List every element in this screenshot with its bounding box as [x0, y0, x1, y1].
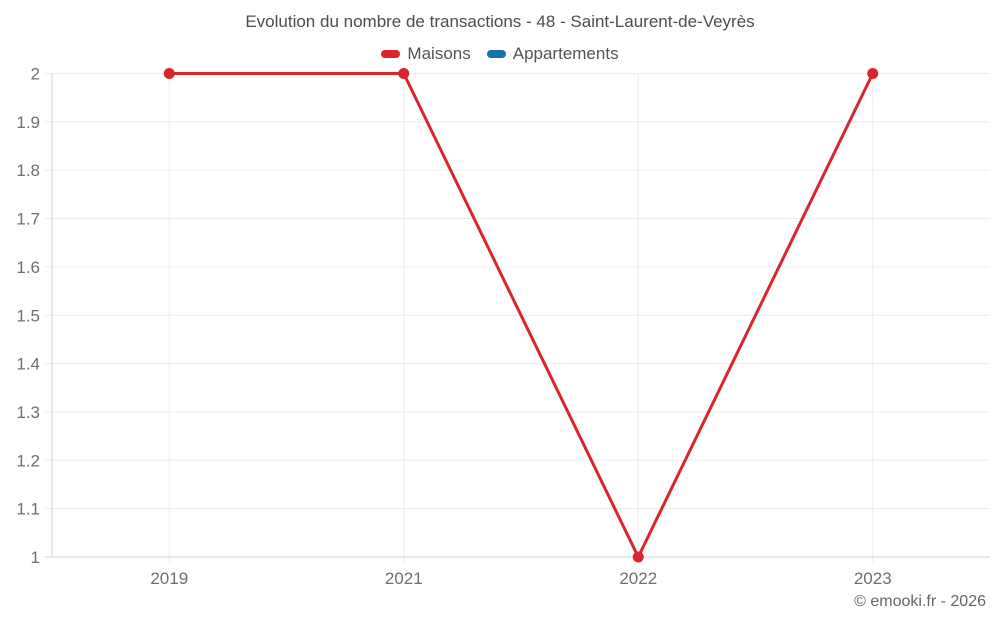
legend-label-maisons: Maisons	[407, 44, 471, 63]
svg-text:1.3: 1.3	[16, 403, 40, 422]
appartements-swatch-icon	[486, 50, 506, 58]
svg-text:1.2: 1.2	[16, 451, 40, 470]
svg-text:1.4: 1.4	[16, 355, 40, 374]
legend-item-appartements[interactable]: Appartements	[486, 44, 619, 64]
svg-text:2022: 2022	[619, 569, 657, 588]
svg-text:2019: 2019	[150, 569, 188, 588]
chart-title: Evolution du nombre de transactions - 48…	[245, 12, 755, 31]
legend-label-appartements: Appartements	[512, 44, 619, 63]
svg-text:1: 1	[31, 548, 40, 567]
svg-text:2023: 2023	[854, 569, 892, 588]
svg-text:1.9: 1.9	[16, 113, 40, 132]
legend: Maisons Appartements	[0, 44, 1000, 64]
svg-text:2: 2	[31, 65, 40, 84]
copyright: © emooki.fr - 2026	[854, 593, 986, 610]
svg-text:1.6: 1.6	[16, 258, 40, 277]
svg-text:1.5: 1.5	[16, 306, 40, 325]
svg-text:1.1: 1.1	[16, 500, 40, 519]
maisons-swatch-icon	[381, 50, 401, 58]
legend-item-maisons[interactable]: Maisons	[381, 44, 471, 64]
svg-text:1.7: 1.7	[16, 210, 40, 229]
svg-text:2021: 2021	[385, 569, 423, 588]
svg-text:1.8: 1.8	[16, 161, 40, 180]
